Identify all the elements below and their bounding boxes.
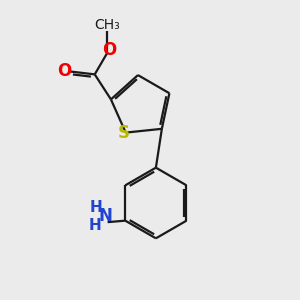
Text: O: O (102, 41, 116, 59)
Text: O: O (57, 62, 71, 80)
Text: S: S (118, 124, 130, 142)
Text: H: H (89, 218, 102, 233)
Text: N: N (98, 207, 112, 225)
Text: CH₃: CH₃ (94, 18, 120, 32)
Text: H: H (90, 200, 103, 215)
